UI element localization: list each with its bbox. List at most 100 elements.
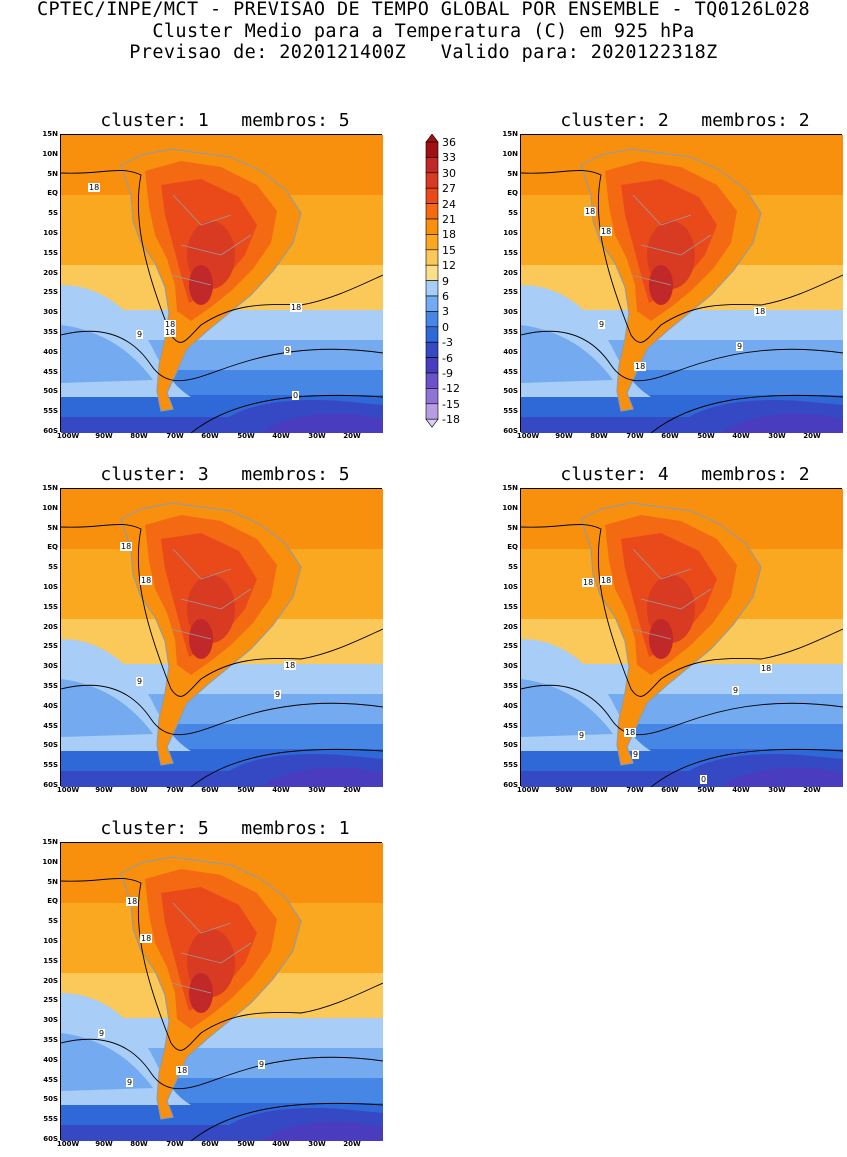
contour-label: 9 [732,686,740,695]
latitude-tick-label: 45S [503,368,518,376]
latitude-tick-label: 10S [503,229,518,237]
longitude-tick-label: 80W [590,786,608,794]
colorbar-label: -3 [442,336,453,350]
longitude-tick-label: 60W [661,432,679,440]
panel-title: cluster: 5 membros: 1 [100,818,350,839]
latitude-tick-label: EQ [507,189,518,197]
isotherm-18 [521,524,843,697]
contour-label: 18 [290,303,303,312]
latitude-tick-label: EQ [47,897,58,905]
map-panel-cluster-2: cluster: 2 membros: 2 15N 10N 5N EQ 5S 10S 15S… [460,112,843,440]
contour-label: 9 [578,731,586,740]
header-dates: Previsao de: 2020121400Z Valido para: 20… [129,42,718,63]
contour-label: 9 [736,342,744,351]
longitude-tick-label: 90W [95,1140,113,1148]
longitude-tick-label: 60W [661,786,679,794]
latitude-tick-label: 10N [42,858,58,866]
latitude-tick-label: 20S [43,623,58,631]
contour-label: 18 [140,576,153,585]
cool-air-tongue [61,1033,153,1091]
latitude-tick-label: 35S [43,682,58,690]
cold-pool [721,767,843,787]
contour-label: 18 [176,1066,189,1075]
contour-label: 0 [292,391,300,400]
colorbar-swatch [425,218,439,235]
colorbar-label: -12 [442,382,460,396]
latitude-tick-label: EQ [47,189,58,197]
colorbar-swatch [425,311,439,328]
latitude-tick-label: 40S [503,348,518,356]
longitude-tick-label: 60W [201,786,219,794]
longitude-tick-label: 60W [201,1140,219,1148]
colorbar-swatch [425,326,439,343]
longitude-tick-label: 90W [95,432,113,440]
longitude-tick-label: 70W [166,786,184,794]
panel-title: cluster: 2 membros: 2 [560,110,810,131]
panel-title: cluster: 4 membros: 2 [560,464,810,485]
latitude-tick-label: 35S [503,328,518,336]
latitude-tick-label: 10N [42,150,58,158]
latitude-tick-label: 15N [42,838,58,846]
colorbar-label: 27 [442,182,456,196]
longitude-tick-label: 40W [732,786,750,794]
latitude-tick-label: 10S [43,229,58,237]
colorbar-label: 9 [442,274,449,288]
temperature-field [521,135,843,433]
longitude-tick-label: 50W [237,786,255,794]
cool-air-tongue [521,679,613,737]
contour-label: 18 [624,728,637,737]
colorbar-swatch [425,141,439,158]
colorbar-label: 3 [442,305,449,319]
map-area [60,134,383,433]
hot-spot [649,265,673,305]
longitude-tick-label: 20W [343,432,361,440]
latitude-tick-label: 30S [43,662,58,670]
longitude-tick-label: 30W [768,786,786,794]
contour-label: 0 [700,775,708,784]
contour-label: 18 [582,578,595,587]
isotherm-18 [61,524,383,697]
colorbar-swatch [425,280,439,297]
contour-label: 9 [98,1029,106,1038]
latitude-tick-label: 50S [503,741,518,749]
isotherm-0 [190,748,383,787]
colorbar-swatch [425,187,439,204]
contour-label: 9 [258,1060,266,1069]
map-area [520,488,843,787]
longitude-tick-label: 30W [308,432,326,440]
cold-pool [261,413,383,433]
cool-air-tongue [521,325,613,383]
longitude-tick-label: 80W [130,786,148,794]
longitude-tick-label: 20W [343,1140,361,1148]
coastline [580,502,762,766]
longitude-tick-label: 90W [95,786,113,794]
latitude-tick-label: 60S [43,1135,58,1143]
contour-label: 9 [632,750,640,759]
latitude-tick-label: 5S [48,209,58,217]
map-area [520,134,843,433]
colorbar-swatch [425,172,439,189]
latitude-tick-label: 5N [507,170,518,178]
country-borders [170,548,252,640]
latitude-tick-label: 45S [503,722,518,730]
latitude-tick-label: 55S [43,761,58,769]
contour-label: 18 [140,934,153,943]
colorbar-swatch [425,203,439,220]
longitude-tick-label: 50W [237,1140,255,1148]
latitude-tick-label: 25S [503,288,518,296]
longitude-tick-label: 80W [130,432,148,440]
colorbar-label: 0 [442,320,449,334]
hot-spot [189,973,213,1013]
colorbar-swatch [425,357,439,374]
longitude-tick-label: 40W [272,786,290,794]
contour-label: 18 [120,542,133,551]
colorbar-min-arrow [425,418,439,428]
isotherm-9 [61,1038,383,1090]
colorbar-swatch [425,403,439,420]
latitude-tick-label: 55S [43,407,58,415]
latitude-tick-label: 50S [43,1095,58,1103]
latitude-tick-label: 25S [43,996,58,1004]
latitude-tick-label: 5N [47,170,58,178]
colorbar-max-arrow [425,133,439,143]
colorbar-swatch [425,295,439,312]
